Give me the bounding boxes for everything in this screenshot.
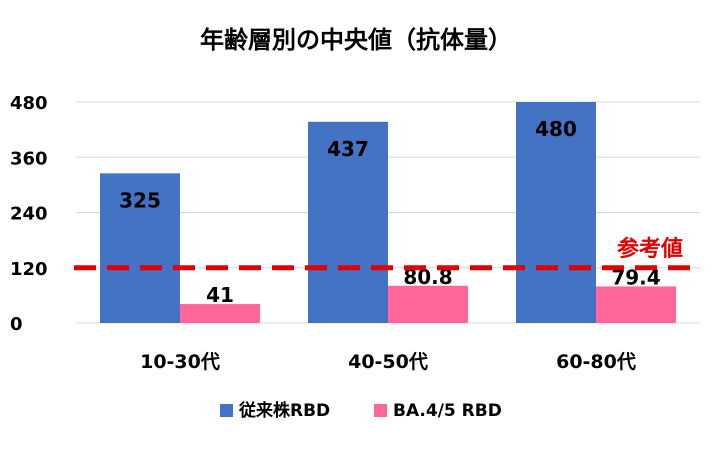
bar xyxy=(308,121,388,324)
x-tick-label: 10-30代 xyxy=(140,351,220,373)
chart-title: 年齢層別の中央値（抗体量） xyxy=(200,26,512,54)
bar xyxy=(180,304,260,323)
y-tick-label: 240 xyxy=(10,204,48,225)
bar xyxy=(516,102,596,323)
data-label: 325 xyxy=(119,188,161,212)
y-tick-label: 120 xyxy=(10,259,48,280)
y-tick-label: 360 xyxy=(10,148,48,169)
y-tick-label: 0 xyxy=(10,314,23,335)
legend-label: BA.4/5 RBD xyxy=(393,401,502,421)
x-tick-label: 60-80代 xyxy=(556,351,636,373)
data-label: 480 xyxy=(535,117,577,141)
y-tick-label: 480 xyxy=(10,93,48,114)
data-label: 41 xyxy=(206,283,234,307)
reference-label: 参考値 xyxy=(617,236,683,262)
bar xyxy=(100,173,180,323)
legend-swatch xyxy=(374,404,387,417)
data-label: 437 xyxy=(327,137,369,161)
x-tick-label: 40-50代 xyxy=(348,351,428,373)
legend-swatch xyxy=(220,404,233,417)
bar xyxy=(388,285,468,323)
bar xyxy=(596,286,676,323)
legend-label: 従来株RBD xyxy=(238,400,330,421)
